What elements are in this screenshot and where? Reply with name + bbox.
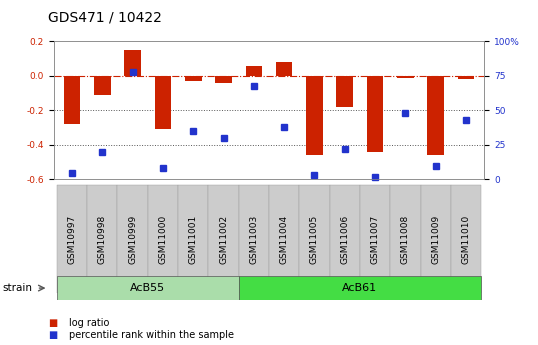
FancyBboxPatch shape [57,276,239,300]
Text: GSM11004: GSM11004 [280,215,289,264]
FancyBboxPatch shape [330,185,360,293]
Text: GSM11006: GSM11006 [340,215,349,264]
Bar [276,62,293,76]
Text: GSM11010: GSM11010 [462,215,471,264]
FancyBboxPatch shape [239,276,481,300]
Text: GDS471 / 10422: GDS471 / 10422 [48,10,162,24]
FancyBboxPatch shape [148,185,178,293]
Bar [215,76,232,83]
Bar [94,76,111,95]
FancyBboxPatch shape [178,185,208,293]
FancyBboxPatch shape [239,185,269,293]
Text: GSM11007: GSM11007 [371,215,380,264]
Bar [397,76,414,78]
Bar [367,76,384,152]
Text: AcB61: AcB61 [342,283,378,293]
Bar [154,76,171,129]
Text: GSM10997: GSM10997 [67,215,76,264]
Text: GSM11000: GSM11000 [158,215,167,264]
Text: GSM10999: GSM10999 [128,215,137,264]
FancyBboxPatch shape [57,185,87,293]
Text: GSM10998: GSM10998 [98,215,107,264]
Text: GSM11001: GSM11001 [189,215,198,264]
FancyBboxPatch shape [87,185,117,293]
FancyBboxPatch shape [299,185,330,293]
Text: log ratio: log ratio [69,318,109,327]
Bar [458,76,475,79]
Text: GSM11003: GSM11003 [249,215,258,264]
FancyBboxPatch shape [269,185,299,293]
FancyBboxPatch shape [390,185,421,293]
Bar [427,76,444,155]
Bar [306,76,323,155]
Bar [185,76,202,81]
Text: AcB55: AcB55 [130,283,165,293]
FancyBboxPatch shape [451,185,481,293]
Bar [245,66,262,76]
Text: percentile rank within the sample: percentile rank within the sample [69,330,234,339]
Text: GSM11005: GSM11005 [310,215,319,264]
Text: GSM11008: GSM11008 [401,215,410,264]
Bar [336,76,353,107]
FancyBboxPatch shape [360,185,390,293]
Text: strain: strain [3,283,33,293]
FancyBboxPatch shape [421,185,451,293]
Text: GSM11009: GSM11009 [431,215,440,264]
Bar [63,76,80,124]
Text: ■: ■ [48,318,58,327]
Text: GSM11002: GSM11002 [219,215,228,264]
FancyBboxPatch shape [208,185,239,293]
Bar [124,50,141,76]
FancyBboxPatch shape [117,185,148,293]
Text: ■: ■ [48,330,58,339]
